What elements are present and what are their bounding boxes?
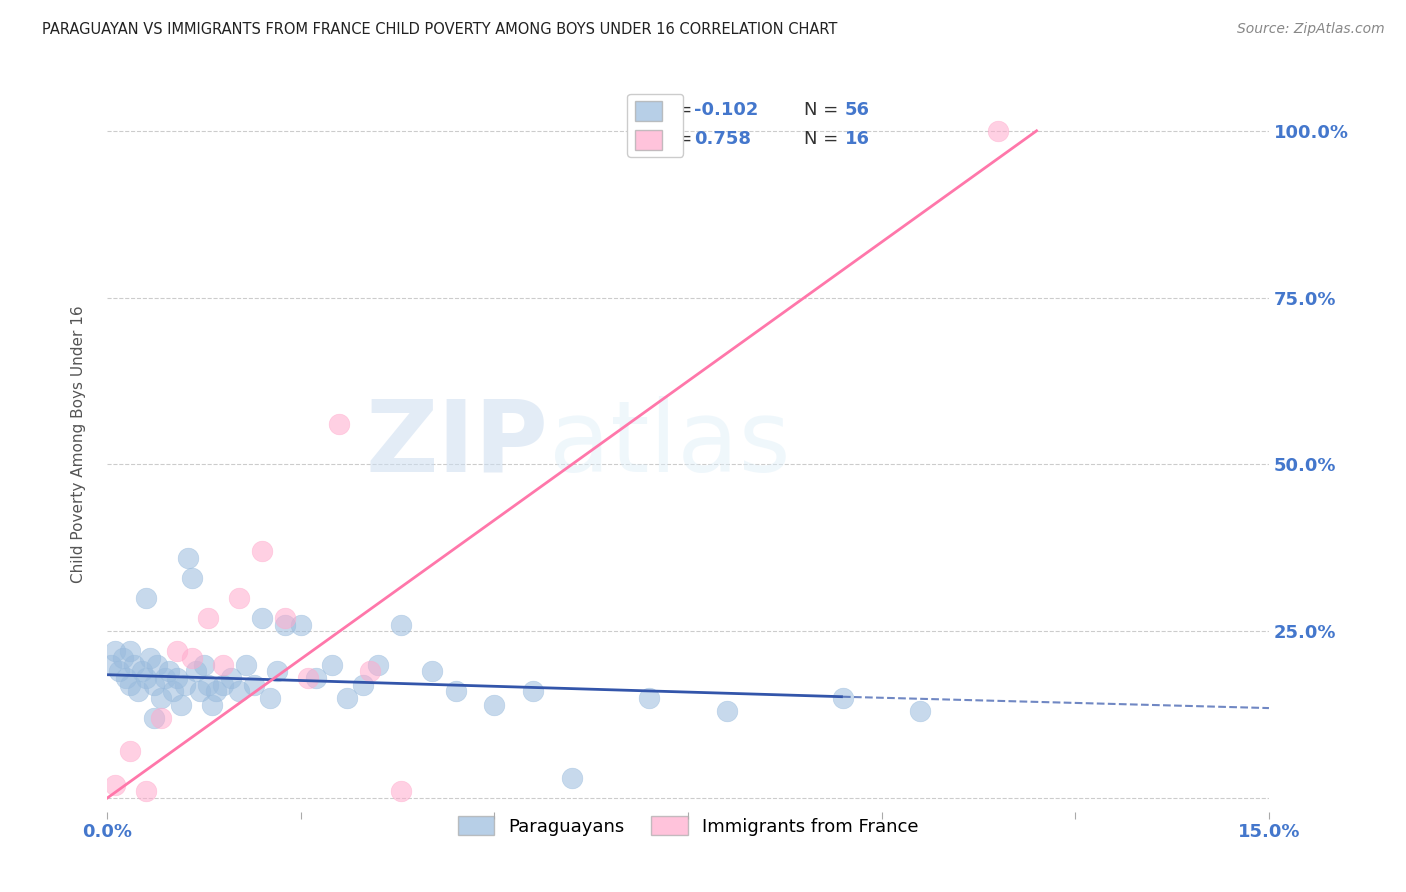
Point [561,771,583,785]
Point [832,691,855,706]
Point [305,671,328,685]
Point [120,678,142,692]
Point [104,644,127,658]
Y-axis label: Child Poverty Among Boys Under 16: Child Poverty Among Boys Under 16 [72,306,86,583]
Text: -0.102: -0.102 [693,102,758,120]
Point [987,124,1010,138]
Point [274,617,297,632]
Point [484,698,506,712]
Point [367,657,389,672]
Text: N =: N = [804,102,844,120]
Point [204,684,226,698]
Text: Source: ZipAtlas.com: Source: ZipAtlas.com [1237,22,1385,37]
Point [201,698,224,712]
Point [120,744,142,758]
Point [100,657,122,672]
Point [135,784,157,798]
Point [142,678,165,692]
Point [321,657,343,672]
Point [274,611,297,625]
Point [328,417,350,432]
Point [135,671,157,685]
Point [336,691,359,706]
Legend: Paraguayans, Immigrants from France: Paraguayans, Immigrants from France [450,808,925,843]
Text: 16: 16 [845,130,870,148]
Point [422,665,444,679]
Point [212,657,235,672]
Point [297,671,319,685]
Point [166,644,188,658]
Point [259,691,281,706]
Point [391,617,413,632]
Point [120,644,142,658]
Text: ZIP: ZIP [366,396,548,493]
Text: atlas: atlas [548,396,790,493]
Point [142,711,165,725]
Point [197,678,219,692]
Point [162,684,184,698]
Point [444,684,467,698]
Text: 56: 56 [845,102,870,120]
Point [186,665,208,679]
Point [104,778,127,792]
Point [135,591,157,605]
Point [169,698,191,712]
Point [243,678,266,692]
Point [181,651,204,665]
Text: R =: R = [659,102,697,120]
Point [153,671,176,685]
Text: PARAGUAYAN VS IMMIGRANTS FROM FRANCE CHILD POVERTY AMONG BOYS UNDER 16 CORRELATI: PARAGUAYAN VS IMMIGRANTS FROM FRANCE CHI… [42,22,838,37]
Point [228,684,250,698]
Point [290,617,312,632]
Point [391,784,413,798]
Point [228,591,250,605]
Point [150,711,173,725]
Point [250,611,273,625]
Point [122,657,145,672]
Point [250,544,273,558]
Point [146,657,169,672]
Point [522,684,544,698]
Point [638,691,661,706]
Point [150,691,173,706]
Point [359,665,381,679]
Point [235,657,257,672]
Point [266,665,288,679]
Point [173,678,195,692]
Point [352,678,374,692]
Point [157,665,180,679]
Point [219,671,242,685]
Point [716,705,738,719]
Point [181,571,204,585]
Text: R =: R = [659,130,704,148]
Text: N =: N = [804,130,844,148]
Point [197,611,219,625]
Point [188,684,211,698]
Point [127,684,149,698]
Point [212,678,235,692]
Point [138,651,160,665]
Text: 0.758: 0.758 [693,130,751,148]
Point [107,665,129,679]
Point [166,671,188,685]
Point [115,671,138,685]
Point [910,705,932,719]
Point [111,651,134,665]
Point [177,550,200,565]
Point [131,665,153,679]
Point [193,657,215,672]
